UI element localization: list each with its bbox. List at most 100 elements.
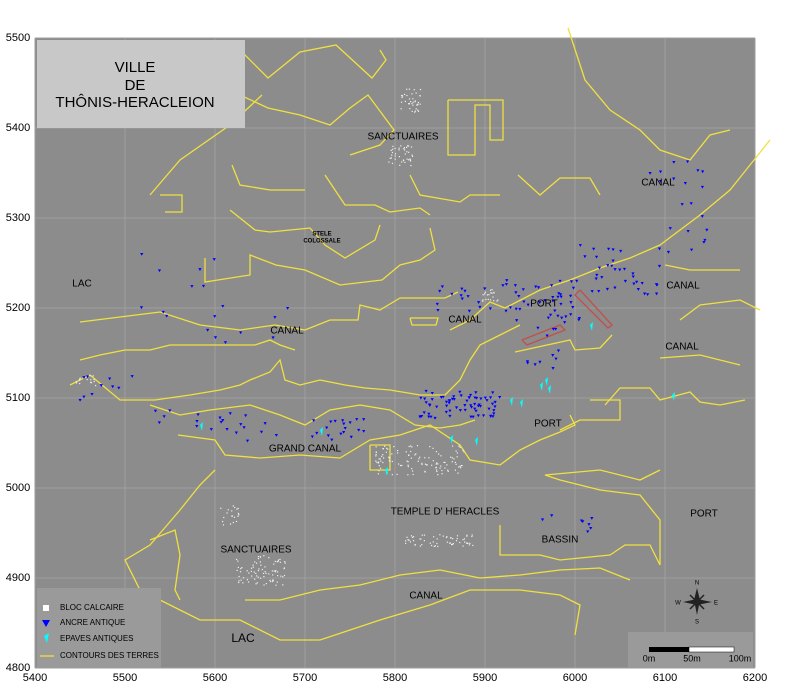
wreck-symbol <box>475 437 478 446</box>
block-symbol <box>412 540 415 542</box>
block-symbol <box>482 300 484 302</box>
contour <box>574 289 613 329</box>
block-symbol <box>463 541 466 543</box>
block-symbol <box>456 452 459 454</box>
block-symbol <box>428 457 430 459</box>
anchor-symbol <box>501 284 505 288</box>
block-symbol <box>424 463 427 465</box>
block-symbol <box>265 582 267 585</box>
anchor-symbol <box>558 293 563 297</box>
block-symbol <box>389 157 391 159</box>
anchor-symbol <box>701 170 705 174</box>
anchor-symbol <box>556 295 560 299</box>
anchor-symbol <box>239 331 243 335</box>
contour <box>204 227 436 286</box>
block-symbol <box>280 575 282 577</box>
block-symbol <box>248 572 250 574</box>
anchor-symbol <box>491 391 495 395</box>
block-symbol <box>237 512 240 515</box>
place-label: LAC <box>72 279 91 290</box>
block-symbol <box>452 543 454 545</box>
block-symbol <box>283 574 286 577</box>
block-symbol <box>486 294 489 296</box>
anchor-symbol <box>78 398 82 402</box>
anchor-symbol <box>569 280 574 284</box>
place-label: BASSIN <box>542 535 579 546</box>
block-symbol <box>277 559 279 561</box>
block-symbol <box>434 545 437 547</box>
block-symbol <box>442 535 444 537</box>
anchor-symbol <box>82 376 86 379</box>
block-symbol <box>238 514 240 516</box>
place-label: CANAL <box>665 342 699 353</box>
block-symbol <box>437 545 439 548</box>
anchor-symbol <box>551 299 555 303</box>
block-symbol <box>388 161 390 163</box>
anchor-symbol <box>466 295 470 298</box>
block-symbol <box>414 454 416 456</box>
block-symbol <box>382 457 385 459</box>
anchor-symbol <box>315 431 319 435</box>
block-symbol <box>416 445 419 447</box>
anchor-symbol <box>476 414 480 418</box>
anchor-symbol <box>600 276 604 279</box>
block-symbol <box>400 145 402 147</box>
title-line: DE <box>125 77 146 94</box>
block-symbol <box>93 380 95 383</box>
block-symbol <box>268 557 270 559</box>
place-label: GRAND CANAL <box>269 444 342 455</box>
contour <box>409 317 439 326</box>
anchor-symbol <box>689 202 693 206</box>
block-symbol <box>467 542 469 544</box>
block-symbol <box>408 445 410 448</box>
anchor-symbol <box>550 284 554 288</box>
anchor-symbol <box>685 160 690 164</box>
block-symbol <box>459 465 461 467</box>
anchor-symbol <box>538 360 542 364</box>
block-symbol <box>432 541 434 543</box>
anchor-symbol <box>508 306 513 310</box>
wreck-symbol <box>320 427 323 436</box>
block-symbol <box>452 543 455 545</box>
anchor-symbol <box>505 279 509 282</box>
anchor-symbol <box>454 406 459 410</box>
block-symbol <box>409 160 412 162</box>
block-symbol <box>451 461 453 463</box>
anchor-symbol <box>568 294 573 298</box>
block-symbol <box>431 464 433 466</box>
anchor-symbol <box>85 375 90 379</box>
legend-label: BLOC CALCAIRE <box>60 603 124 612</box>
block-symbol <box>236 508 238 510</box>
anchor-symbol <box>424 401 428 404</box>
block-symbol <box>276 571 279 573</box>
anchor-symbol <box>551 367 555 370</box>
anchor-symbol <box>330 438 334 442</box>
block-symbol <box>263 575 265 578</box>
block-symbol <box>406 151 408 153</box>
anchor-symbol <box>195 419 199 423</box>
x-tick-label: 5800 <box>383 672 407 684</box>
block-symbol <box>233 516 236 518</box>
anchor-symbol <box>654 292 659 296</box>
anchor-symbol <box>536 286 541 290</box>
block-symbol <box>411 446 413 448</box>
place-label: PORT <box>690 509 718 520</box>
anchor-symbol <box>534 285 538 289</box>
block-symbol <box>260 564 262 566</box>
block-symbol <box>391 453 393 455</box>
block-symbol <box>375 451 378 453</box>
block-symbol <box>432 447 434 449</box>
block-symbol <box>449 537 452 539</box>
y-tick-label: 4800 <box>6 662 30 674</box>
anchor-symbol <box>605 287 610 291</box>
block-symbol <box>406 460 408 462</box>
anchor-symbol <box>419 396 423 400</box>
block-symbol <box>79 377 81 379</box>
block-symbol <box>272 579 274 581</box>
anchor-symbol <box>578 244 582 247</box>
block-symbol <box>401 464 403 467</box>
anchor-symbol <box>525 360 530 364</box>
anchor-symbol <box>643 292 647 296</box>
anchor-symbol <box>579 519 584 523</box>
